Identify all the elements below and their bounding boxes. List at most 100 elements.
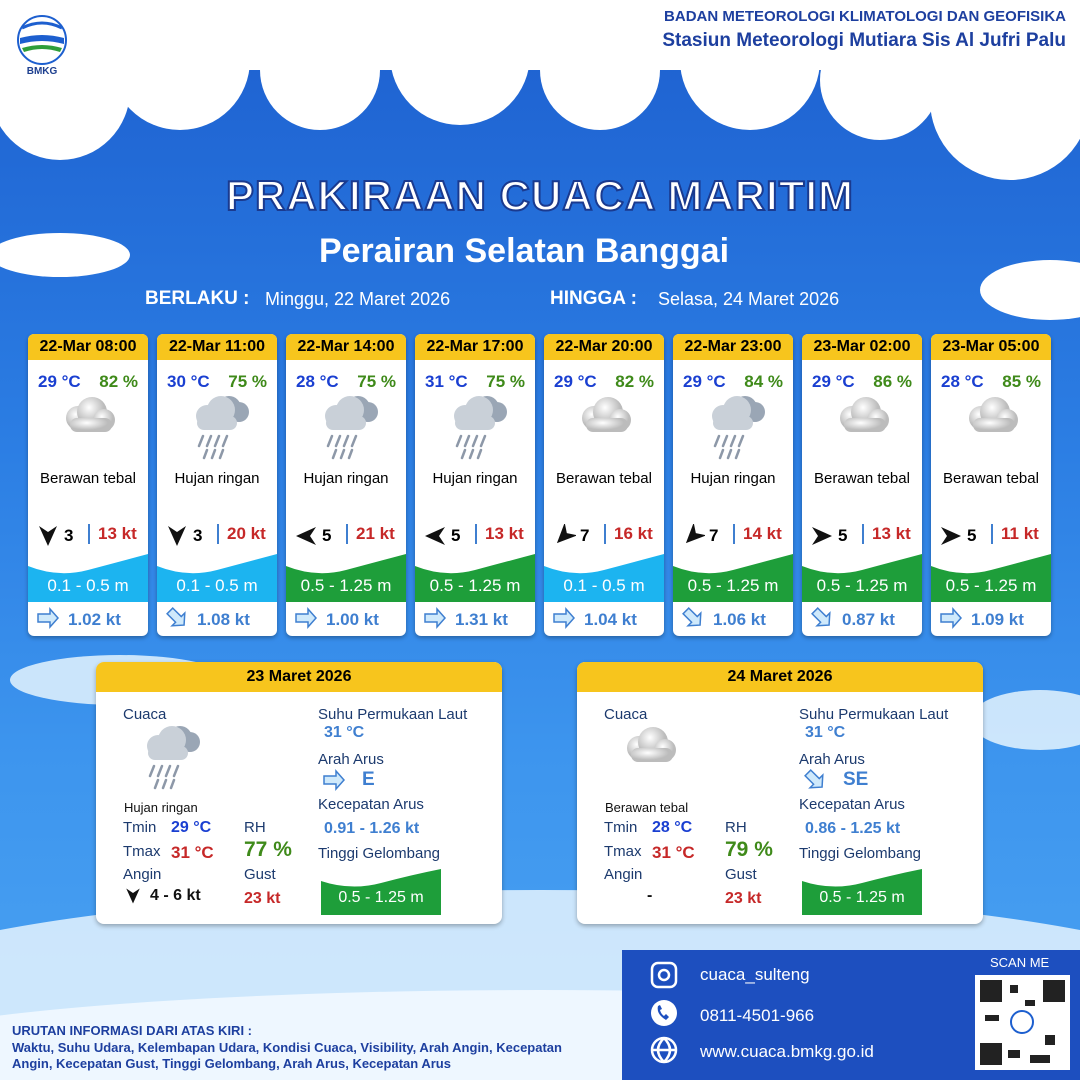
gust: 23 kt [244, 890, 281, 907]
gust: 14 kt [733, 524, 782, 544]
wave-height: 0.1 - 0.5 m [47, 576, 129, 595]
panel-date: 23 Maret 2026 [96, 662, 502, 692]
weather-icon [840, 397, 889, 432]
tmin: 28 °C [652, 819, 693, 836]
current-arrow [166, 607, 186, 627]
info-title: URUTAN INFORMASI DARI ATAS KIRI : [12, 1023, 252, 1038]
wave [673, 554, 793, 602]
current-speed: 1.04 kt [584, 610, 637, 629]
station-name: Stasiun Meteorologi Mutiara Sis Al Jufri… [662, 30, 1066, 51]
tmax: 31 °C [171, 843, 214, 862]
forecast-card: 22-Mar 08:00 29 °C 82 % Berawan tebal 3 13 kt… [28, 334, 148, 636]
wave [28, 554, 148, 602]
wind-arrow [425, 527, 445, 545]
temperature: 29 °C [38, 372, 81, 391]
wind-speed: 5 [322, 526, 332, 545]
org-name: BADAN METEOROLOGI KLIMATOLOGI DAN GEOFIS… [664, 8, 1066, 25]
card-time: 23-Mar 02:00 [802, 334, 922, 360]
wind-arrow [556, 524, 576, 544]
current-speed: 1.31 kt [455, 610, 508, 629]
weather: Berawan tebal [605, 800, 689, 815]
wave-label: Tinggi Gelombang [799, 845, 922, 862]
current-speed: 0.86 - 1.25 kt [805, 820, 901, 837]
panel-date: 24 Maret 2026 [577, 662, 983, 692]
temperature: 29 °C [554, 372, 597, 391]
wind-arrow [941, 527, 961, 545]
card-time: 22-Mar 11:00 [157, 334, 277, 360]
weather-icon [969, 397, 1018, 432]
humidity: 82 % [99, 372, 138, 391]
rh: 79 % [725, 838, 773, 861]
temperature: 28 °C [941, 372, 984, 391]
wind-speed: 5 [838, 526, 848, 545]
current-speed: 1.02 kt [68, 610, 121, 629]
forecast-card: 23-Mar 05:00 28 °C 85 % Berawan tebal 5 11 kt… [931, 334, 1051, 636]
wind-label: Angin [604, 866, 643, 883]
wave-label: Tinggi Gelombang [318, 845, 441, 862]
to-date: Selasa, 24 Maret 2026 [658, 289, 840, 309]
card-time: 23-Mar 05:00 [931, 334, 1051, 360]
current-speed: 0.91 - 1.26 kt [324, 820, 420, 837]
sst-label: Suhu Permukaan Laut [318, 706, 468, 723]
tmax-label: Tmax [123, 843, 161, 860]
phone: 0811-4501-966 [700, 1006, 815, 1025]
weather-icon [66, 397, 115, 432]
weather: Hujan ringan [124, 800, 198, 815]
wind-speed: 5 [451, 526, 461, 545]
sst-label: Suhu Permukaan Laut [799, 706, 949, 723]
humidity: 75 % [357, 372, 396, 391]
from-label: BERLAKU : [145, 288, 250, 309]
tmax: 31 °C [652, 843, 695, 862]
wave [931, 554, 1051, 602]
wave-height: 0.5 - 1.25 m [338, 889, 424, 906]
weather-icon [582, 397, 631, 432]
forecast-card: 22-Mar 14:00 28 °C 75 % Hujan ringan 5 21 kt 0… [286, 334, 406, 636]
humidity: 84 % [744, 372, 783, 391]
weather-icon [147, 726, 200, 790]
rh-label: RH [725, 819, 747, 836]
subtitle: Perairan Selatan Banggai [318, 232, 730, 270]
wave [802, 554, 922, 602]
gust: 21 kt [346, 524, 395, 544]
weather: Hujan ringan [303, 470, 389, 487]
tmin-label: Tmin [123, 819, 157, 836]
wind-speed: 3 [193, 526, 203, 545]
wind: 4 - 6 kt [150, 887, 201, 904]
weather: Berawan tebal [556, 470, 652, 487]
wave [415, 554, 535, 602]
wind-speed: 3 [64, 526, 74, 545]
title: PRAKIRAAN CUACA MARITIM [225, 171, 855, 220]
wave [157, 554, 277, 602]
wave [286, 554, 406, 602]
temperature: 29 °C [683, 372, 726, 391]
gust: 20 kt [217, 524, 266, 544]
rh-label: RH [244, 819, 266, 836]
current-arrow [323, 769, 346, 791]
wave-height: 0.5 - 1.25 m [687, 576, 779, 595]
daily-panel: 24 Maret 2026 Cuaca Berawan tebal Tmin 28 °C… [577, 662, 983, 924]
current-speed: 0.87 kt [842, 610, 895, 629]
current-dir: E [362, 769, 375, 790]
website[interactable]: www.cuaca.bmkg.go.id [700, 1042, 874, 1061]
temperature: 30 °C [167, 372, 210, 391]
gust-label: Gust [244, 866, 276, 883]
gust: 13 kt [475, 524, 524, 544]
wave [802, 869, 922, 915]
daily-panel: 23 Maret 2026 Cuaca Hujan ringan Tmin 29 °C T… [96, 662, 502, 924]
gust: 13 kt [862, 524, 911, 544]
current-speed: 1.08 kt [197, 610, 250, 629]
tmin: 29 °C [171, 819, 212, 836]
current-dir-label: Arah Arus [799, 751, 865, 768]
wind-speed: 7 [709, 526, 719, 545]
rh: 77 % [244, 838, 292, 861]
humidity: 85 % [1002, 372, 1041, 391]
humidity: 75 % [486, 372, 525, 391]
temperature: 31 °C [425, 372, 468, 391]
forecast-card: 22-Mar 20:00 29 °C 82 % Berawan tebal 7 16 kt… [544, 334, 664, 636]
wind-label: Angin [123, 866, 162, 883]
instagram: cuaca_sulteng [700, 965, 810, 984]
wave-height: 0.1 - 0.5 m [563, 576, 645, 595]
wind-arrow [812, 527, 832, 545]
card-time: 22-Mar 14:00 [286, 334, 406, 360]
